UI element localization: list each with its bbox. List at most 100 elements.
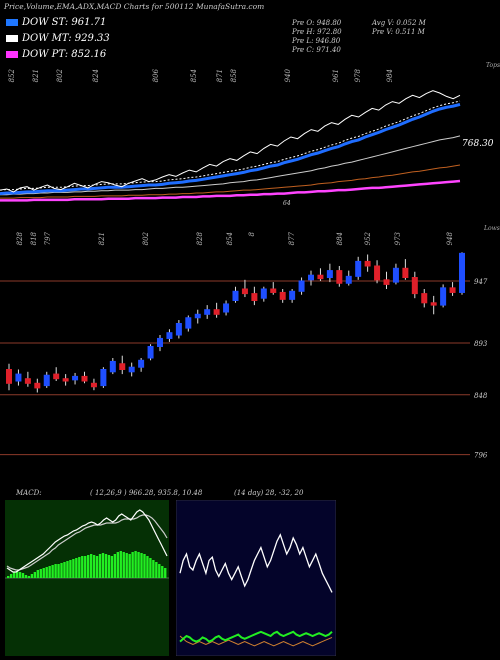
candle-body <box>402 267 409 278</box>
price-top-label: 828 <box>196 231 204 245</box>
macd-hist-bar <box>9 574 13 578</box>
candle-body <box>213 309 220 315</box>
ema-mid-line <box>0 135 461 196</box>
ema-top-label: 961 <box>332 69 340 82</box>
legend-label-st: DOW ST: 961.71 <box>22 16 107 28</box>
price-top-label: 8 <box>248 231 256 236</box>
macd-hist-bar <box>116 552 119 578</box>
ema-top-label: 984 <box>386 69 394 82</box>
candle-body <box>166 332 173 339</box>
ohlc-high: Pre H: 972.80 <box>292 28 342 36</box>
candle-body <box>138 359 145 368</box>
price-lows-label: Lows <box>483 225 500 232</box>
price-top-label: 854 <box>226 232 234 245</box>
candle-body <box>355 260 362 277</box>
candle-body <box>392 267 399 283</box>
candle-body <box>449 287 456 293</box>
macd-hist-bar <box>152 560 155 578</box>
macd-hist-bar <box>51 565 54 578</box>
macd-hist-bar <box>60 563 63 578</box>
macd-hist-bar <box>15 571 19 578</box>
macd-hist-bar <box>36 570 39 578</box>
price-line <box>0 90 461 193</box>
macd-hist-bar <box>161 566 164 578</box>
macd-hist-bar <box>113 554 117 578</box>
macd-hist-bar <box>27 576 31 578</box>
candle-body <box>326 270 333 278</box>
chart-title: Price,Volume,EMA,ADX,MACD Charts for 500… <box>4 2 265 11</box>
macd-hist-bar <box>33 572 37 578</box>
macd-hist-bar <box>39 569 42 578</box>
candle-body <box>232 290 239 302</box>
legend-swatch-blue <box>6 18 18 26</box>
candle-body <box>270 288 277 293</box>
macd-hist-bar <box>104 554 108 578</box>
macd-hist-bar <box>21 573 25 578</box>
ema-top-label: 858 <box>230 68 238 82</box>
ohlc-low: Pre L: 946.80 <box>292 37 341 45</box>
price-top-label: 818 <box>30 231 38 245</box>
macd-hist-bar <box>131 552 134 578</box>
macd-hist-bar <box>87 555 90 578</box>
macd-label: MACD: <box>16 489 42 497</box>
ema-chart: 852 821 802 824 806 854 871 858 940 961 978 984 Tops… <box>0 62 500 207</box>
macd-hist-bar <box>146 556 149 578</box>
candle-body <box>430 302 437 306</box>
macd-hist-bar <box>72 559 75 578</box>
candle-body <box>411 277 418 295</box>
legend-label-mt: DOW MT: 929.33 <box>22 32 110 44</box>
macd-hist-bar <box>98 554 102 578</box>
macd-hist-bar <box>24 575 28 578</box>
legend-label-pt: DOW PT: 852.16 <box>22 48 107 60</box>
legend-dow-pt: DOW PT: 852.16 <box>6 47 106 61</box>
macd-hist-bar <box>137 552 140 578</box>
candle-body <box>147 346 154 359</box>
macd-hist-bar <box>164 568 167 578</box>
macd-hist-bar <box>48 566 51 578</box>
candle-body <box>298 280 305 292</box>
candle-body <box>100 369 107 387</box>
ema-top-label: 852 <box>8 68 16 82</box>
candle-body <box>119 363 126 370</box>
level-label: 848 <box>474 392 488 400</box>
macd-hist-bar <box>92 555 96 578</box>
macd-hist-bar <box>66 561 69 578</box>
macd-hist-bar <box>54 564 57 578</box>
macd-hist-bar <box>7 576 10 578</box>
ema-top-label: 824 <box>92 69 100 82</box>
candle-body <box>72 375 79 381</box>
candle-body <box>383 279 390 285</box>
price-top-label: 948 <box>446 231 454 245</box>
candle-body <box>157 337 163 347</box>
price-top-label: 884 <box>336 232 344 245</box>
candle-body <box>24 378 31 384</box>
candle-body <box>15 373 22 382</box>
macd-hist-bar <box>101 553 105 578</box>
price-top-label: 973 <box>394 231 402 245</box>
macd-hist-bar <box>57 564 60 578</box>
macd-signal-line <box>6 514 168 571</box>
candle-body <box>345 275 352 284</box>
macd-hist-bar <box>155 562 158 578</box>
prev-volume: Pre V: 0.511 M <box>372 28 425 36</box>
candle-body <box>374 265 381 281</box>
macd-chart <box>5 500 169 656</box>
ema-top-label: 802 <box>56 68 64 82</box>
ema-long-line <box>0 164 461 199</box>
macd-hist-bar <box>110 556 114 578</box>
macd-hist-bar <box>18 572 22 578</box>
ema-top-label: 978 <box>354 68 362 82</box>
candle-body <box>194 313 201 319</box>
macd-hist-bar <box>63 562 66 578</box>
candle-body <box>279 291 286 300</box>
macd-hist-bar <box>119 551 122 578</box>
macd-hist-bar <box>84 556 87 578</box>
ema-mid-label: 64 <box>283 200 291 207</box>
candle-body <box>421 293 428 304</box>
macd-hist-bar <box>12 572 16 578</box>
ema-top-label: 854 <box>190 69 198 82</box>
ohlc-open: Pre O: 948.80 <box>292 19 342 27</box>
candle-body <box>109 360 116 373</box>
macd-hist-bar <box>149 558 152 578</box>
price-top-label: 802 <box>142 231 150 245</box>
